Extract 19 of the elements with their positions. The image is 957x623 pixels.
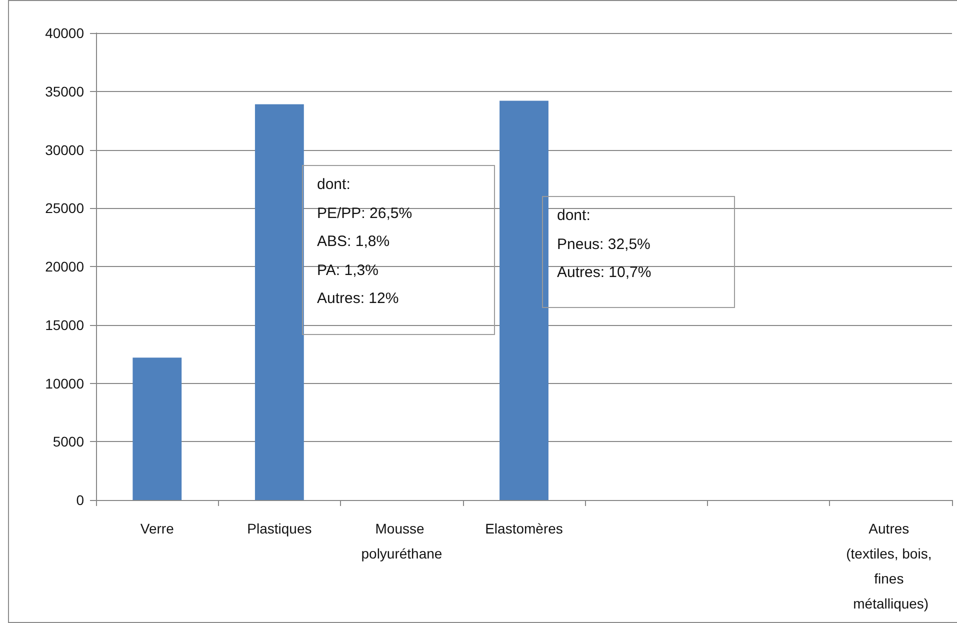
y-tick-label: 20000 (45, 258, 84, 274)
y-tick-label: 30000 (45, 142, 84, 158)
x-tick-label: Verre (140, 520, 174, 536)
bar (500, 100, 548, 500)
y-tick-label: 35000 (45, 83, 84, 100)
bar (254, 104, 304, 500)
y-tick-label: 25000 (45, 200, 84, 216)
annotation: dont: PE/PP: 26,5% ABS: 1,8% PA: 1,3% Autres: 12% (317, 175, 412, 309)
y-tick-label: 40000 (45, 25, 84, 41)
x-tick-label: Autres (textiles, bois, fines métalliques) (846, 520, 936, 612)
y-tick-label: 5000 (52, 434, 84, 450)
x-tick-label: Mousse polyuréthane (361, 520, 442, 562)
annotation: dont: Pneus: 32,5% Autres: 10,7% (557, 206, 652, 283)
bar (132, 358, 182, 500)
x-tick-label: Plastiques (247, 520, 312, 536)
x-tick-label: Elastomères (485, 520, 563, 536)
y-tick-label: 15000 (45, 316, 84, 333)
y-tick-label: 0 (76, 492, 84, 508)
y-tick-label: 10000 (45, 375, 84, 392)
